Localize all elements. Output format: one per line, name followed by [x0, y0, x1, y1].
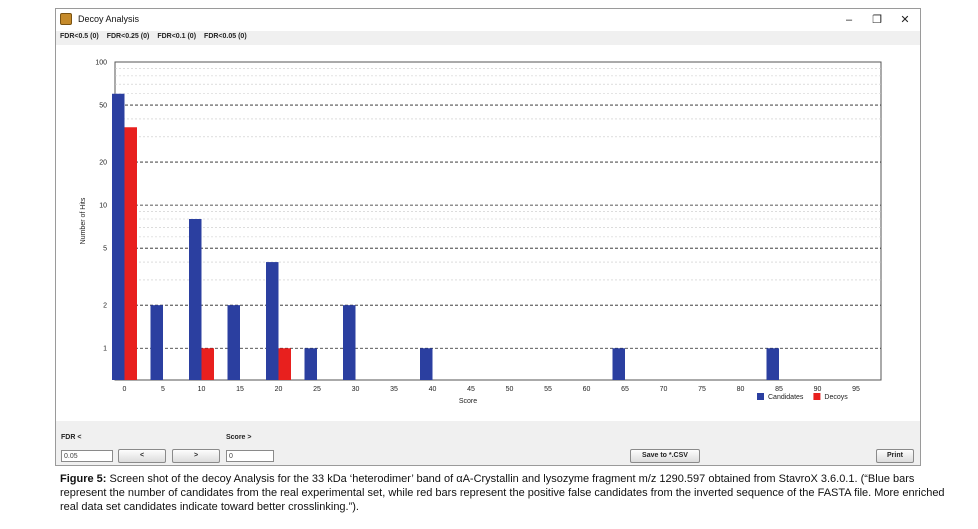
x-tick-label: 45	[467, 386, 475, 393]
x-tick-label: 60	[583, 386, 591, 393]
y-tick-label: 2	[103, 303, 107, 310]
tab-fdr-0.5[interactable]: FDR<0.5 (0)	[60, 33, 99, 40]
bar-candidates	[189, 218, 202, 380]
y-tick-label: 100	[95, 60, 107, 67]
x-tick-label: 85	[775, 386, 783, 393]
print-button[interactable]: Print	[876, 449, 914, 463]
x-tick-label: 10	[198, 386, 206, 393]
plot-area	[114, 61, 882, 381]
x-tick-label: 30	[352, 386, 360, 393]
x-axis-label: Score	[459, 398, 477, 405]
y-tick-label: 10	[99, 203, 107, 210]
y-tick-label: 1	[103, 346, 107, 353]
bar-decoys	[124, 127, 137, 381]
bar-candidates	[112, 93, 125, 380]
legend-swatch-candidates	[757, 393, 764, 400]
y-tick-label: 20	[99, 160, 107, 167]
fdr-label: FDR <	[61, 434, 82, 441]
title-bar: Decoy Analysis – ❐ ✕	[56, 9, 920, 31]
caption-text: Screen shot of the decoy Analysis for th…	[60, 473, 945, 513]
y-axis-label: Number of Hits	[80, 197, 87, 244]
chart-area: 1 2 5 10 20 50 100 0 5 10 15 20 25 30 35 40 45 50 55 60 65 70…	[56, 45, 920, 421]
x-tick-label: 50	[506, 386, 514, 393]
legend-swatch-decoys	[813, 393, 821, 400]
x-tick-label: 90	[814, 386, 822, 393]
x-tick-label: 70	[660, 386, 668, 393]
tab-fdr-0.1[interactable]: FDR<0.1 (0)	[157, 33, 197, 40]
y-tick-label: 50	[99, 103, 107, 110]
minimize-button[interactable]: –	[845, 14, 853, 26]
score-input[interactable]	[226, 450, 274, 462]
x-tick-label: 25	[313, 386, 321, 393]
x-tick-label: 15	[236, 386, 244, 393]
score-label: Score >	[226, 434, 252, 441]
bar-candidates	[343, 305, 356, 380]
x-tick-label: 35	[390, 386, 398, 393]
x-tick-label: 5	[161, 386, 165, 393]
app-icon	[60, 13, 72, 25]
bar-candidates	[304, 348, 317, 380]
x-tick-label: 55	[544, 386, 552, 393]
window-title: Decoy Analysis	[78, 14, 140, 24]
bar-candidates	[420, 348, 433, 380]
x-tick-label: 95	[852, 386, 860, 393]
bar-candidates	[612, 348, 625, 380]
legend-label-decoys: Decoys	[824, 394, 848, 401]
fdr-tabs: FDR<0.5 (0) FDR<0.25 (0) FDR<0.1 (0) FDR…	[60, 33, 247, 40]
close-button[interactable]: ✕	[900, 14, 910, 26]
bar-candidates	[266, 262, 279, 380]
bar-candidates	[150, 305, 163, 380]
decoy-analysis-window: Decoy Analysis – ❐ ✕ FDR<0.5 (0) FDR<0.2…	[55, 8, 921, 466]
tab-fdr-0.05[interactable]: FDR<0.05 (0)	[204, 33, 247, 40]
bar-decoys	[201, 348, 214, 380]
caption-label: Figure 5:	[60, 473, 107, 485]
prev-button[interactable]: <	[118, 449, 166, 463]
fdr-input[interactable]	[61, 450, 113, 462]
bar-candidates	[227, 305, 240, 380]
x-tick-label: 75	[698, 386, 706, 393]
x-tick-label: 80	[737, 386, 745, 393]
x-tick-label: 20	[275, 386, 283, 393]
x-tick-label: 65	[621, 386, 629, 393]
y-tick-label: 5	[103, 246, 107, 253]
maximize-button[interactable]: ❐	[872, 14, 882, 26]
next-button[interactable]: >	[172, 449, 220, 463]
tab-fdr-0.25[interactable]: FDR<0.25 (0)	[106, 33, 150, 40]
x-tick-label: 40	[429, 386, 437, 393]
bar-candidates	[766, 348, 779, 380]
bar-decoys	[278, 348, 291, 380]
x-tick-label: 0	[123, 386, 127, 393]
save-csv-button[interactable]: Save to *.CSV	[630, 449, 700, 463]
figure-caption: Figure 5: Screen shot of the decoy Analy…	[60, 472, 950, 514]
legend-label-candidates: Candidates	[768, 394, 804, 401]
